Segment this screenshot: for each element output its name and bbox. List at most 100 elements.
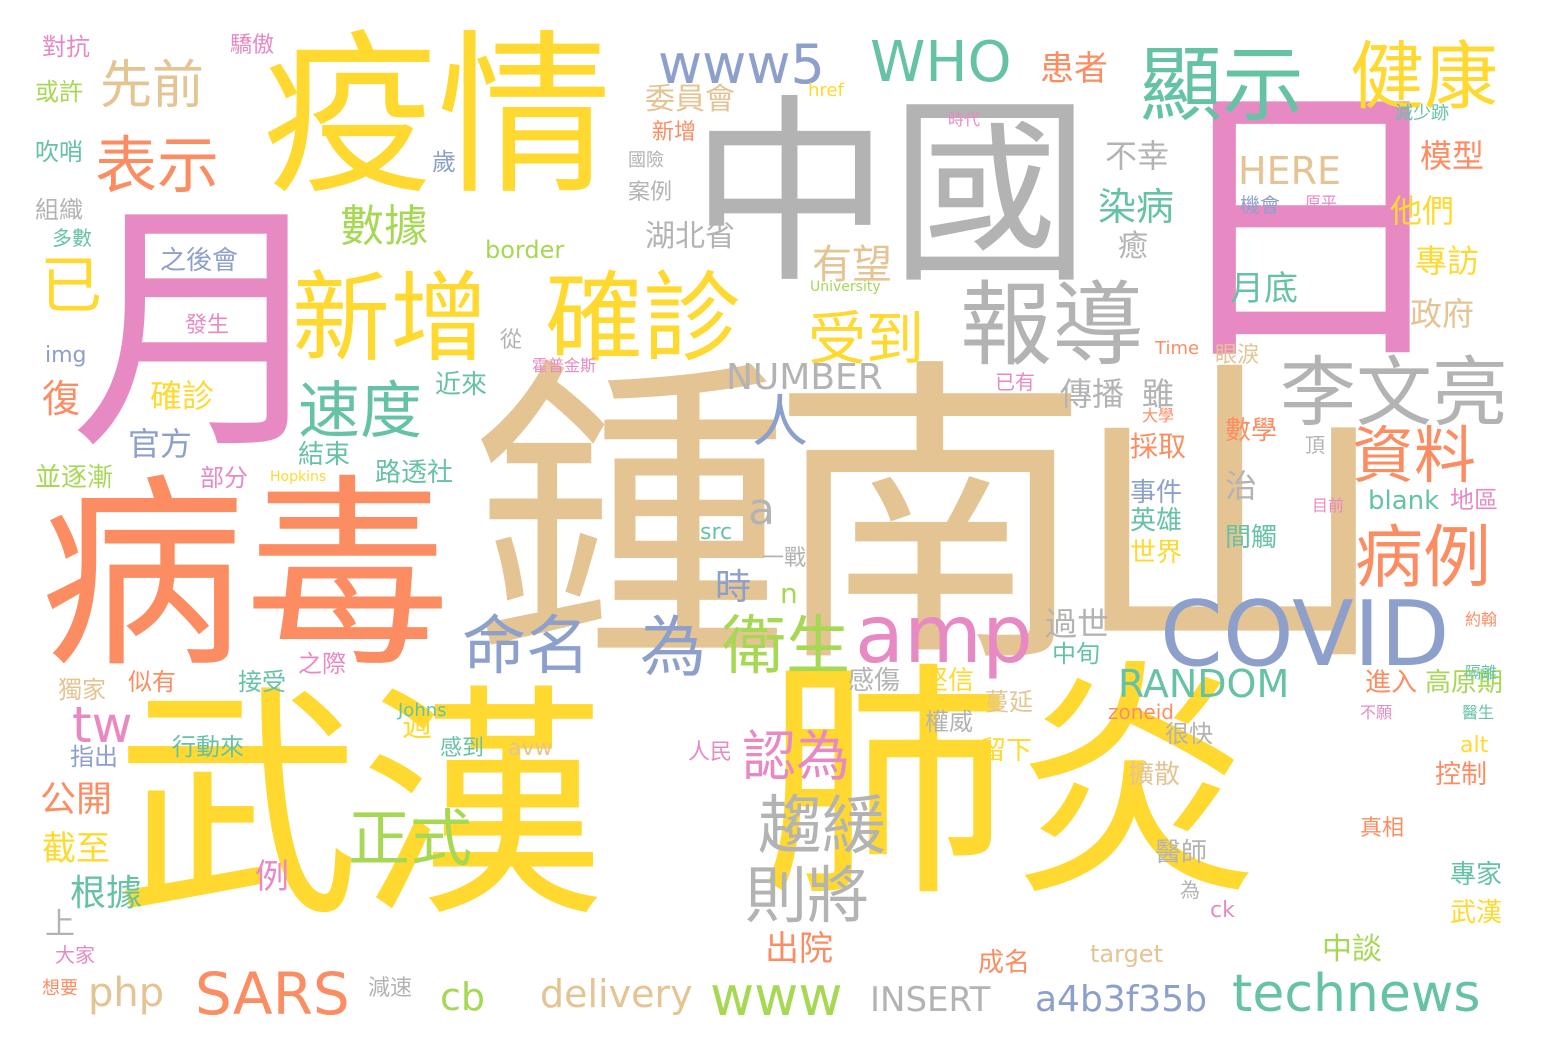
word: 表示 <box>95 129 220 202</box>
word: 健康 <box>1350 34 1498 120</box>
word: 醫生 <box>1462 703 1495 722</box>
word: 國險 <box>628 150 664 171</box>
word: 資料 <box>1352 419 1477 492</box>
word: 隔離 <box>1465 663 1498 682</box>
word: href <box>808 80 844 101</box>
word: target <box>1090 940 1163 968</box>
word: 患者 <box>1040 49 1108 89</box>
word: 根據 <box>70 873 143 914</box>
word: 疫情 <box>262 16 612 219</box>
word: 吹哨 <box>35 138 83 166</box>
word: 出院 <box>765 929 833 969</box>
word: 高原期 <box>1425 668 1504 698</box>
word: tw <box>72 696 133 754</box>
word: 正式 <box>348 802 473 875</box>
word: Hopkins <box>270 469 327 485</box>
word: 已 <box>40 249 103 322</box>
word: 專家 <box>1450 860 1503 890</box>
word: 接受 <box>238 668 286 696</box>
word: a4b3f35b <box>1035 979 1208 1020</box>
word: 案例 <box>628 180 673 205</box>
word: 李文亮 <box>1280 348 1508 437</box>
word: 想要 <box>42 978 78 999</box>
word: 多數 <box>52 226 92 250</box>
word: 確診 <box>545 262 742 376</box>
word: 認為 <box>742 725 850 788</box>
word: 近來 <box>435 370 488 400</box>
word: 數據 <box>340 201 428 252</box>
word: avw <box>508 736 553 761</box>
word: Time <box>1155 338 1200 359</box>
word: 截至 <box>42 829 110 869</box>
word: RANDOM <box>1118 662 1290 706</box>
word: 真相 <box>1360 816 1405 841</box>
word: 日 <box>1160 55 1460 404</box>
word: 病例 <box>1355 519 1492 598</box>
word: 或許 <box>35 78 83 106</box>
word: 中國 <box>690 78 1091 311</box>
word: 復 <box>42 377 81 421</box>
word: 受到 <box>808 305 925 373</box>
word: src <box>700 520 733 545</box>
word: 發生 <box>185 313 230 338</box>
word: 蔓延 <box>985 688 1033 716</box>
word: 數學 <box>1225 416 1278 446</box>
word: alt <box>1460 733 1489 758</box>
word: 一戰 <box>762 546 807 571</box>
word: Johns <box>398 700 447 721</box>
word: 月底 <box>1230 269 1298 309</box>
word: 原平 <box>1305 193 1338 212</box>
word: 時代 <box>948 110 981 129</box>
word: 人民 <box>688 740 733 765</box>
word: 減少跡 <box>1395 103 1449 124</box>
word: amp <box>855 588 1033 681</box>
word: delivery <box>540 972 693 1016</box>
word: 不幸 <box>1105 137 1170 175</box>
word: 週 <box>402 709 432 744</box>
word: 並逐漸 <box>35 463 114 493</box>
word: 肺炎 <box>760 639 1260 930</box>
word: 減速 <box>368 976 413 1001</box>
word: 擴散 <box>1128 760 1181 790</box>
word: 例 <box>255 857 289 897</box>
word: 之後會 <box>160 246 239 276</box>
word: 報導 <box>960 272 1145 379</box>
word: 頂 <box>1305 433 1325 457</box>
word: 速度 <box>298 374 423 447</box>
word: 進入 <box>1365 668 1418 698</box>
word: 治 <box>1225 467 1258 505</box>
word: 不願 <box>1360 703 1393 722</box>
word: 模型 <box>1420 137 1485 175</box>
word: ck <box>1210 898 1235 923</box>
word: n <box>780 577 798 610</box>
word: SARS <box>195 960 350 1028</box>
word: cb <box>440 975 486 1019</box>
word: www <box>710 965 843 1028</box>
word: 對抗 <box>42 33 90 61</box>
word: 似有 <box>128 668 176 696</box>
word: 事件 <box>1130 478 1183 508</box>
word: img <box>45 343 87 368</box>
word: 驕傲 <box>230 33 275 58</box>
word: 趨緩 <box>758 790 886 864</box>
word: 世界 <box>1130 538 1183 568</box>
word: border <box>485 236 565 264</box>
word: 控制 <box>1435 760 1488 790</box>
word: 霍普金斯 <box>532 356 597 375</box>
word: 感傷 <box>848 666 901 696</box>
word: 約翰 <box>1465 610 1498 629</box>
word: 武漢 <box>1450 898 1503 928</box>
word: 已有 <box>995 370 1035 394</box>
word: 採取 <box>1130 430 1187 463</box>
word: 命名 <box>462 610 590 684</box>
word: 歲 <box>432 148 456 176</box>
word: 醫師 <box>1155 838 1208 868</box>
word: 委員會 <box>645 82 735 117</box>
word: a <box>748 484 775 535</box>
word: 湖北省 <box>645 219 735 254</box>
word: INSERT <box>870 980 991 1020</box>
word: 顯示 <box>1140 38 1305 133</box>
word: 先前 <box>100 56 205 116</box>
word: 人 <box>752 390 808 455</box>
word: 公開 <box>40 779 113 820</box>
